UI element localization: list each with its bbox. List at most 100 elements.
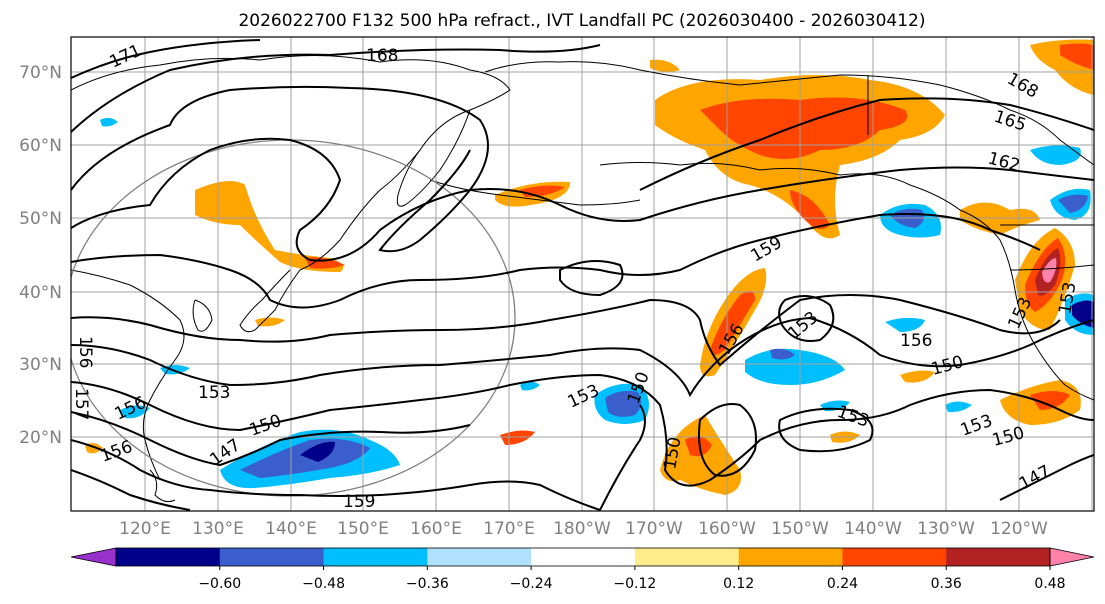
shade-se-red (1030, 391, 1070, 410)
colorbar: −0.60 −0.48 −0.36 −0.24 −0.12 0.12 0.24 0.36 0.4… (70, 547, 1095, 592)
contour-150 (71, 373, 1094, 487)
contour-label: 168 (366, 46, 398, 66)
shade-blue-tr (1030, 145, 1081, 165)
colorbar-tick-label: 0.36 (931, 576, 962, 592)
colorbar-tick-label: −0.12 (613, 576, 656, 592)
longitude-label: 170°E (483, 519, 535, 539)
coast-aleutians (429, 179, 641, 206)
colorbar-tick-label: 0.12 (723, 576, 754, 592)
latitude-label: 30°N (19, 355, 62, 375)
latitude-labels: 70°N 60°N 50°N 40°N 30°N 20°N (19, 63, 62, 448)
contour-153b (71, 469, 191, 511)
coast-korea (192, 299, 213, 332)
shade-south-red (685, 436, 712, 457)
shade-tr-red (1060, 43, 1094, 70)
shade-bc-orange (960, 202, 1040, 235)
longitude-label: 120°E (119, 519, 171, 539)
contour-153 (71, 316, 1094, 398)
colorbar-tick-label: 0.24 (827, 576, 858, 592)
shade-blue-small3 (945, 401, 972, 413)
shade-blue-small4 (100, 117, 118, 127)
colorbar-extend-high (1049, 547, 1095, 567)
contour-147 (71, 411, 471, 467)
shade-blue-small2 (520, 381, 540, 391)
shade-nw-orange (195, 181, 344, 272)
latitude-label: 20°N (19, 428, 62, 448)
shade-alaska-orange2 (650, 59, 680, 73)
latitude-label: 70°N (19, 63, 62, 83)
colorbar-tick-label: 0.48 (1034, 576, 1065, 592)
contour-165b (639, 97, 1094, 191)
map-area: 171 168 168 165 162 159 159 156 156 156 … (71, 37, 1094, 512)
longitude-label: 120°W (990, 519, 1048, 539)
latitude-label: 40°N (19, 283, 62, 303)
colorbar-segment (531, 548, 636, 566)
longitude-labels: 120°E 130°E 140°E 150°E 160°E 170°E 180°W 170°W… (119, 519, 1048, 539)
contour-label: 153 (198, 383, 230, 403)
latitude-label: 50°N (19, 209, 62, 229)
colorbar-tick-label: −0.36 (406, 576, 449, 592)
longitude-label: 150°W (771, 519, 829, 539)
shade-orange-dot4 (255, 317, 285, 327)
colorbar-tick-label: −0.24 (510, 576, 553, 592)
longitude-label: 160°E (410, 519, 462, 539)
shade-blue-mid-dark (605, 390, 641, 417)
shade-blue-wp2 (120, 405, 150, 419)
map-frame (70, 36, 1095, 512)
contour-171 (71, 39, 261, 79)
contour-159 (71, 213, 1041, 309)
contour-closed3 (778, 407, 874, 453)
colorbar-segment (946, 548, 1051, 566)
contours (71, 39, 1094, 511)
coast-japan (239, 269, 301, 333)
border-3 (1009, 264, 1094, 271)
colorbar-segment (738, 548, 843, 566)
colorbar-frame (115, 547, 1051, 567)
colorbar-extend-low (70, 547, 117, 567)
shade-orange-dot3 (900, 370, 935, 383)
longitude-label: 140°W (844, 519, 902, 539)
shade-blue-south-dark (300, 441, 335, 462)
contour-label: 156 (900, 331, 932, 351)
colorbar-segment (427, 548, 532, 566)
coastlines (71, 54, 1094, 503)
coast-alaska-south (599, 162, 1094, 401)
shade-blue-south-mid (240, 438, 370, 478)
contour-closed4 (559, 260, 624, 297)
longitude-label: 170°W (625, 519, 683, 539)
colorbar-segment (842, 548, 947, 566)
shade-blue-mid2 (745, 348, 845, 385)
colorbar-segment (219, 548, 325, 566)
longitude-label: 160°W (698, 519, 756, 539)
contour-label: 156 (75, 336, 95, 368)
longitude-label: 130°E (192, 519, 244, 539)
contour-165 (71, 85, 489, 253)
latitude-label: 60°N (19, 136, 62, 156)
contour-156 (71, 294, 1061, 367)
shade-blue-ne-dark (1058, 194, 1088, 213)
contour-150b (71, 439, 601, 511)
coast-kamchatka (396, 109, 471, 207)
shade-blue-30n (885, 317, 925, 332)
longitude-label: 130°W (917, 519, 975, 539)
contour-low-south (599, 404, 646, 511)
longitude-label: 180°W (553, 519, 611, 539)
contour-label: 159 (343, 492, 375, 512)
longitude-label: 140°E (265, 519, 317, 539)
contour-168 (71, 44, 601, 133)
graticule (71, 37, 1094, 511)
contour-label: 157 (71, 388, 91, 420)
contour-closed1 (698, 403, 757, 477)
coast-alaska (484, 61, 1094, 166)
coast-siberia (71, 54, 511, 271)
colorbar-segment (634, 548, 740, 566)
shade-pnw-pink (1042, 258, 1057, 283)
shade-blue-mid3 (770, 348, 795, 360)
coast-china (71, 269, 185, 481)
longitude-label: 150°E (337, 519, 389, 539)
colorbar-tick-label: −0.60 (198, 576, 241, 592)
colorbar-segment (116, 548, 221, 566)
contour-147b (999, 454, 1094, 501)
colorbar-segment (323, 548, 428, 566)
